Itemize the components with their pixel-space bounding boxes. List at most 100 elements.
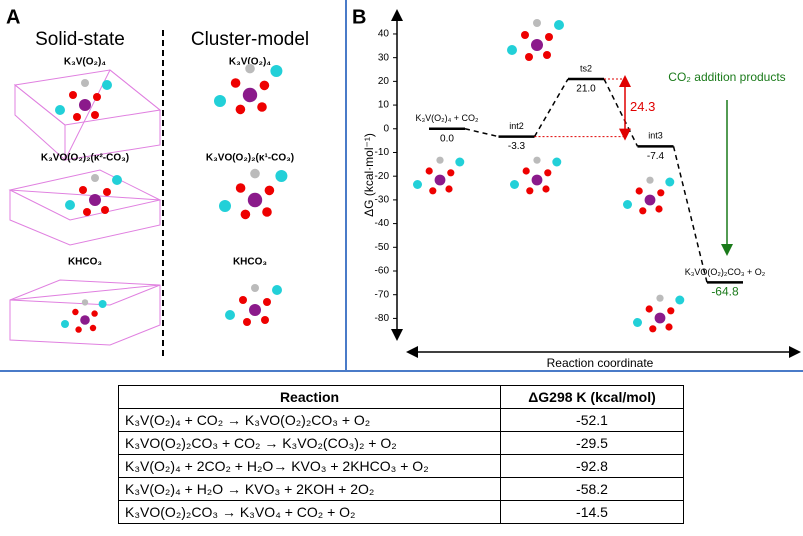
atom [214, 95, 226, 107]
atom [543, 51, 551, 59]
y-axis-label: ΔG (kcal·mol⁻¹) [362, 133, 376, 217]
atom [665, 177, 675, 187]
atom [434, 174, 446, 186]
table-row: K₃V(O₂)₄ + CO₂ → K₃VO(O₂)₂CO₃ + O₂ -52.1 [118, 408, 684, 432]
atom [644, 194, 656, 206]
connector [533, 78, 569, 137]
atom [533, 19, 541, 27]
atom [623, 200, 632, 209]
column-title: Solid-state [35, 29, 125, 50]
atom [91, 174, 99, 182]
panel-label: B [352, 6, 366, 28]
atom [525, 53, 533, 61]
state-label: ts2 [580, 63, 592, 73]
atom [522, 167, 530, 175]
atom [657, 189, 665, 197]
y-tick-label: 0 [383, 123, 389, 134]
delta-g: -58.2 [500, 477, 684, 501]
atom [552, 157, 562, 167]
atom [544, 169, 552, 177]
atom [261, 316, 269, 324]
delta-g: -52.1 [500, 408, 684, 432]
atom [259, 80, 270, 91]
atom [646, 176, 654, 184]
atom [542, 185, 550, 193]
atom [257, 102, 267, 112]
state-label: K₃VO(O₂)₂CO₃ + O₂ [685, 267, 766, 277]
figure: A Solid-state Cluster-model B C K₃V(O₂)₄… [0, 0, 803, 372]
y-tick-label: -60 [375, 266, 390, 277]
atom [533, 156, 541, 164]
atom [531, 174, 543, 186]
atom [249, 304, 261, 316]
atom [98, 300, 107, 308]
structure-label: K₃V(O₂)₄ [229, 57, 271, 68]
annotation: CO₂ addition products [668, 70, 785, 84]
header: ΔG298 K (kcal/mol) [500, 385, 684, 409]
reaction: K₃V(O₂)₄ + H₂O → KVO₃ + 2KOH + 2O₂ [118, 477, 501, 501]
table-row: K₃V(O₂)₄ + 2CO₂ + H₂O→ KVO₃ + 2KHCO₃ + O… [118, 454, 684, 478]
atom [101, 206, 109, 214]
atom [429, 187, 437, 195]
atom [61, 320, 69, 328]
structure-label: K₃V(O₂)₄ [64, 57, 106, 68]
atom [91, 310, 98, 317]
reaction: K₃VO(O₂)₂CO₃ + CO₂ → K₃VO₂(CO₃)₂ + O₂ [118, 431, 501, 455]
atom [245, 63, 255, 74]
connector [464, 128, 499, 138]
atom [102, 80, 112, 90]
atom [425, 167, 433, 175]
table-row: K₃V(O₂)₄ + H₂O → KVO₃ + 2KOH + 2O₂ -58.2 [118, 477, 684, 501]
atom [649, 325, 657, 333]
y-tick-label: -20 [375, 171, 390, 182]
atom [112, 175, 122, 185]
structure-label: KHCO₃ [68, 257, 102, 268]
atom [455, 157, 465, 167]
delta-g: -29.5 [500, 431, 684, 455]
y-tick-label: 10 [378, 100, 390, 111]
atom [531, 39, 543, 51]
atom [72, 308, 79, 316]
atom [235, 183, 246, 193]
atom [75, 326, 82, 333]
state-label: K₃V(O₂)₄ + CO₂ [415, 113, 479, 123]
state-label: int3 [648, 131, 663, 141]
value-label: -3.3 [508, 141, 526, 152]
atom [675, 295, 685, 305]
atom [654, 312, 666, 324]
atom [667, 307, 675, 315]
structure-label: K₃VO(O₂)₂(κ¹-CO₃) [206, 153, 294, 164]
atom [69, 91, 77, 99]
atom [230, 78, 241, 88]
atom [639, 207, 647, 215]
atom [655, 205, 663, 213]
y-tick-label: -80 [375, 313, 390, 324]
atom [247, 192, 263, 208]
atom [79, 186, 87, 194]
atom [73, 113, 81, 121]
atom [250, 168, 260, 179]
atom [656, 294, 664, 302]
atom [545, 33, 553, 41]
y-tick-label: -10 [375, 147, 390, 158]
atom [65, 200, 75, 210]
atom [243, 318, 251, 326]
atom [447, 169, 455, 177]
atom [225, 310, 235, 320]
atom [89, 194, 101, 206]
atom [81, 79, 89, 87]
atom [262, 207, 272, 217]
table-row: K₃VO(O₂)₂CO₃ + CO₂ → K₃VO₂(CO₃)₂ + O₂ -29… [118, 431, 684, 455]
y-tick-label: 20 [378, 76, 390, 87]
unit-cells [8, 69, 162, 346]
value-label: 0.0 [440, 133, 454, 144]
reaction: K₃VO(O₂)₂CO₃ → K₃VO₄ + CO₂ + O₂ [118, 500, 501, 524]
atom [275, 170, 288, 182]
atom [81, 299, 89, 306]
reaction: K₃V(O₂)₄ + 2CO₂ + H₂O→ KVO₃ + 2KHCO₃ + O… [118, 454, 501, 478]
atom [507, 45, 517, 55]
atom [251, 284, 259, 292]
structure-label: KHCO₃ [233, 257, 267, 268]
atom [103, 188, 111, 196]
